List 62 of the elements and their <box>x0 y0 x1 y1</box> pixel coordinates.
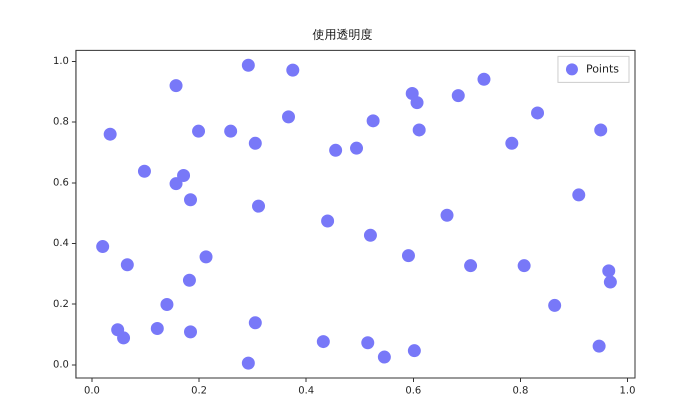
point <box>412 123 426 136</box>
point <box>160 298 174 312</box>
point <box>184 193 198 206</box>
point <box>120 258 134 272</box>
point <box>248 136 262 150</box>
point <box>548 298 562 312</box>
y-tick-label: 0.6 <box>52 177 69 188</box>
point <box>170 177 183 190</box>
point <box>316 335 330 348</box>
point <box>464 259 478 272</box>
point <box>440 208 454 222</box>
point <box>572 188 586 202</box>
point <box>364 228 377 242</box>
point <box>408 344 421 358</box>
point <box>242 58 255 72</box>
point <box>242 356 255 370</box>
point <box>531 106 544 120</box>
point <box>518 259 531 272</box>
point <box>170 79 183 92</box>
point <box>477 72 490 86</box>
x-tick-label: 0.4 <box>298 386 314 397</box>
point <box>350 142 364 155</box>
point <box>602 264 616 278</box>
x-tick-label: 0.8 <box>512 386 528 397</box>
point <box>378 350 391 364</box>
point <box>182 274 196 287</box>
point <box>138 164 151 178</box>
legend-label: Points <box>586 62 620 76</box>
point <box>104 128 117 141</box>
point <box>184 325 198 338</box>
point <box>150 322 164 336</box>
point <box>192 124 206 138</box>
point <box>410 96 424 110</box>
y-tick-label: 1.0 <box>52 56 69 67</box>
point <box>252 200 266 213</box>
x-tick-label: 1.0 <box>620 386 636 397</box>
point <box>117 331 130 344</box>
y-tick-label: 0.4 <box>52 238 69 250</box>
point <box>594 123 608 136</box>
point <box>224 124 238 138</box>
point <box>505 136 518 150</box>
point <box>286 64 300 77</box>
y-tick-label: 0.8 <box>52 116 69 128</box>
y-tick-label: 0.0 <box>52 360 69 371</box>
point <box>177 168 190 182</box>
chart-title: 使用透明度 <box>312 27 372 42</box>
point <box>200 250 213 264</box>
x-tick-label: 0.6 <box>405 386 422 397</box>
point <box>366 114 380 128</box>
point <box>282 110 296 124</box>
point <box>592 340 606 353</box>
x-tick-label: 0.2 <box>191 386 208 397</box>
x-tick-label: 0.0 <box>84 386 100 397</box>
point <box>329 144 342 157</box>
point <box>452 89 465 102</box>
point <box>361 336 374 350</box>
point <box>96 240 110 254</box>
y-tick-label: 0.2 <box>52 298 69 310</box>
point <box>402 249 415 262</box>
point <box>248 316 262 330</box>
point <box>604 276 617 289</box>
point <box>321 214 334 228</box>
